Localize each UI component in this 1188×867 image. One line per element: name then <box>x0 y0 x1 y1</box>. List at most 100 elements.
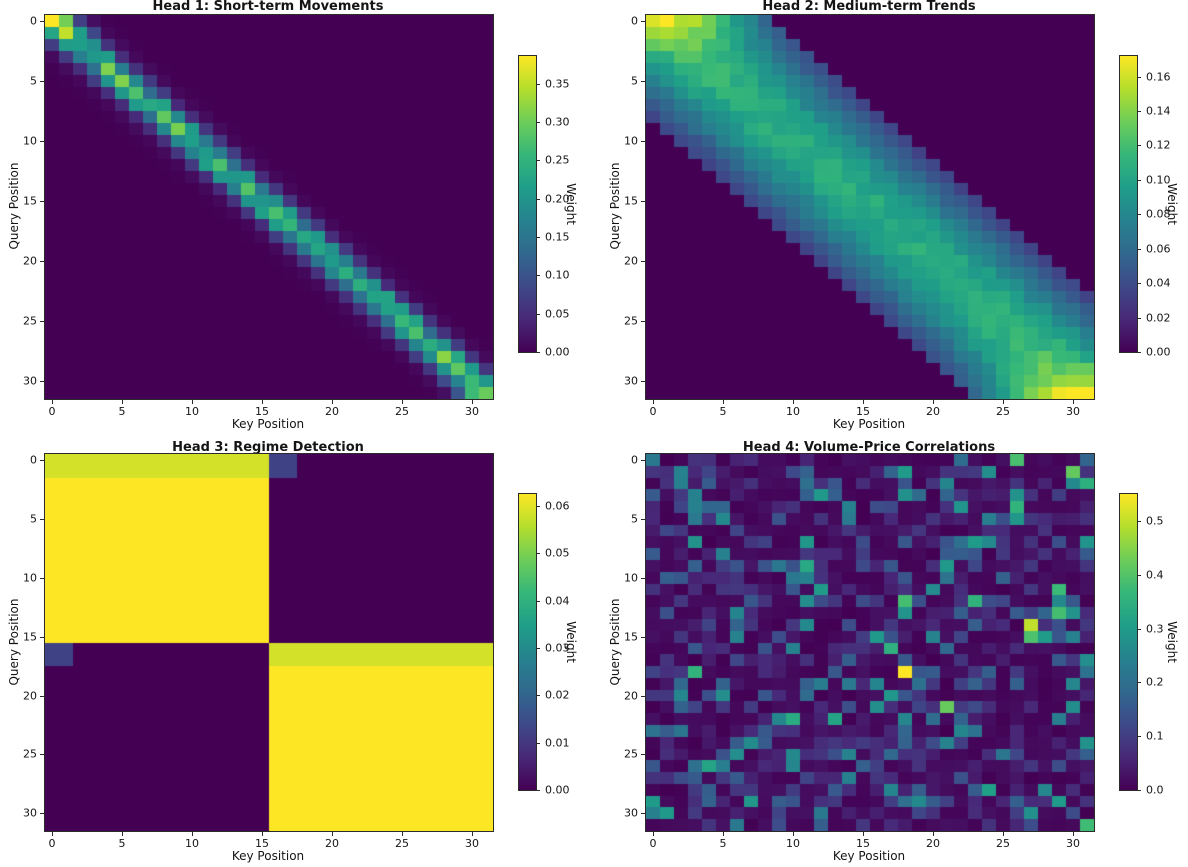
y-tick-label: 0 <box>30 14 37 28</box>
colorbar-tick-label: 0.4 <box>1146 568 1164 582</box>
y-tick-mark <box>641 321 645 322</box>
y-tick-mark <box>40 518 44 520</box>
y-tick-label: 5 <box>631 512 638 526</box>
y-tick-label: 10 <box>23 134 37 148</box>
x-axis-label: Key Position <box>832 849 906 863</box>
colorbar-tick-mark <box>537 742 540 744</box>
y-tick-label: 20 <box>624 689 638 703</box>
x-axis-label: Key Position <box>832 417 906 431</box>
x-tick-mark <box>723 400 724 404</box>
y-tick-label: 25 <box>23 747 37 761</box>
y-tick-label: 15 <box>624 630 638 644</box>
x-tick-label: 20 <box>926 405 940 418</box>
colorbar-tick-mark <box>1138 352 1141 353</box>
x-tick-label: 20 <box>926 837 940 850</box>
x-tick-label: 0 <box>649 405 657 418</box>
colorbar-tick-mark <box>1138 283 1141 285</box>
colorbar-tick-mark <box>537 647 540 649</box>
y-tick-label: 0 <box>631 453 638 467</box>
colorbar <box>518 55 537 353</box>
y-tick-label: 30 <box>23 374 37 388</box>
x-tick-label: 25 <box>395 837 409 850</box>
colorbar <box>518 493 537 791</box>
colorbar-tick-label: 0.35 <box>545 77 570 91</box>
x-tick-mark <box>402 832 403 836</box>
x-tick-label: 0 <box>649 837 657 850</box>
colorbar-tick-label: 0.5 <box>1146 514 1164 528</box>
y-tick-label: 20 <box>23 689 37 703</box>
y-tick-label: 15 <box>624 194 638 208</box>
x-tick-mark <box>933 832 934 836</box>
x-tick-label: 15 <box>856 405 870 418</box>
colorbar-tick-mark <box>537 313 540 315</box>
y-tick-mark <box>40 141 44 142</box>
y-tick-mark <box>40 636 44 638</box>
y-tick-mark <box>641 459 645 461</box>
colorbar-tick-mark <box>537 198 540 200</box>
colorbar-tick-label: 0.10 <box>545 268 570 282</box>
x-tick-label: 20 <box>325 837 339 850</box>
x-tick-label: 25 <box>996 405 1010 418</box>
y-tick-label: 0 <box>631 14 638 28</box>
x-tick-mark <box>793 832 794 836</box>
x-tick-label: 10 <box>786 837 800 850</box>
colorbar-tick-label: 0.16 <box>1146 70 1171 84</box>
y-tick-mark <box>641 81 645 82</box>
y-tick-mark <box>40 321 44 322</box>
y-tick-label: 30 <box>624 374 638 388</box>
colorbar-label: Weight <box>1165 183 1179 225</box>
colorbar-tick-label: 0.04 <box>1146 276 1171 290</box>
colorbar-gradient <box>519 56 536 352</box>
heatmap-canvas <box>646 454 1094 831</box>
y-tick-label: 5 <box>30 74 37 88</box>
x-tick-mark <box>262 400 263 404</box>
x-tick-mark <box>122 832 123 836</box>
y-tick-label: 15 <box>23 630 37 644</box>
colorbar-tick-mark <box>1138 317 1141 319</box>
panel-title: Head 4: Volume-Price Correlations <box>742 440 996 455</box>
y-tick-label: 10 <box>23 571 37 585</box>
colorbar-tick-mark <box>1138 628 1141 630</box>
y-tick-label: 10 <box>624 571 638 585</box>
colorbar-tick-label: 0.06 <box>1146 242 1171 256</box>
x-tick-label: 15 <box>255 405 269 418</box>
x-tick-label: 5 <box>719 405 727 418</box>
y-tick-mark <box>641 201 645 202</box>
colorbar-tick-label: 0.05 <box>545 307 570 321</box>
colorbar-gradient <box>1120 494 1137 790</box>
x-tick-mark <box>1003 400 1004 404</box>
y-tick-mark <box>40 21 44 22</box>
panel-head4: Head 4: Volume-Price Correlations Query … <box>594 433 1188 867</box>
colorbar-tick-mark <box>1138 214 1141 216</box>
y-tick-mark <box>641 381 645 382</box>
x-tick-label: 15 <box>856 837 870 850</box>
y-tick-mark <box>641 261 645 262</box>
x-tick-mark <box>122 400 123 404</box>
colorbar-tick-mark <box>537 160 540 162</box>
y-tick-mark <box>641 695 645 697</box>
colorbar-tick-label: 0.00 <box>545 783 570 797</box>
x-tick-label: 5 <box>118 837 126 850</box>
y-tick-mark <box>641 141 645 142</box>
y-tick-label: 20 <box>23 254 37 268</box>
panel-head2: Head 2: Medium-term Trends Query Positio… <box>594 0 1188 433</box>
colorbar-tick-label: 0.2 <box>1146 675 1164 689</box>
colorbar <box>1119 493 1138 791</box>
heatmap-canvas <box>45 454 493 831</box>
colorbar-tick-mark <box>1138 520 1141 522</box>
x-tick-mark <box>1073 400 1074 404</box>
y-tick-mark <box>641 577 645 579</box>
colorbar-tick-label: 0.08 <box>1146 207 1171 221</box>
x-tick-label: 25 <box>996 837 1010 850</box>
y-tick-label: 30 <box>23 806 37 820</box>
heatmap-canvas <box>45 15 493 399</box>
colorbar-tick-mark <box>1138 574 1141 576</box>
panel-title: Head 3: Regime Detection <box>172 440 364 455</box>
colorbar-tick-mark <box>537 695 540 697</box>
colorbar-tick-label: 0.12 <box>1146 138 1171 152</box>
colorbar-tick-mark <box>1138 76 1141 78</box>
x-tick-mark <box>472 832 473 836</box>
x-tick-label: 25 <box>395 405 409 418</box>
colorbar-tick-mark <box>1138 790 1141 791</box>
colorbar-tick-mark <box>537 505 540 507</box>
